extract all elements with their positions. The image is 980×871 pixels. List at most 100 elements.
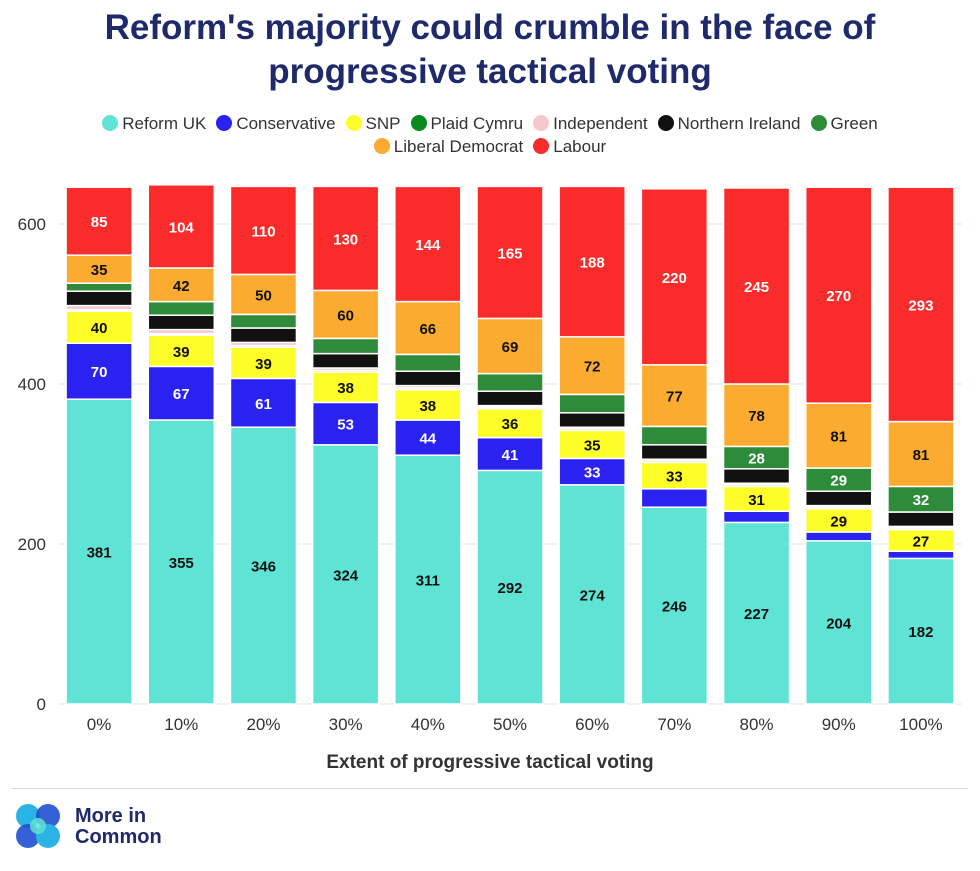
bar-segment-reform-uk-80 (722, 521, 791, 705)
data-label-reform-uk-30: 324 (333, 567, 359, 584)
legend-swatch-snp (345, 115, 362, 131)
data-label-reform-uk-0: 381 (87, 545, 112, 562)
bar-segment-conservative-100 (887, 550, 955, 560)
bar-segment-liberal-democrat-20 (229, 273, 298, 316)
data-label-reform-uk-60: 274 (580, 587, 606, 604)
data-label-liberal-democrat-40: 66 (419, 321, 436, 338)
legend-label-green: Green (830, 114, 878, 133)
legend-label-northern-ireland: Northern Ireland (677, 114, 801, 133)
x-tick-label-40: 40% (411, 715, 445, 734)
logo-wordmark: More in Common (75, 806, 162, 848)
legend-label-liberal-democrat: Liberal Democrat (393, 137, 524, 156)
legend-swatch-northern-ireland (657, 115, 674, 131)
data-label-snp-0: 40 (91, 320, 108, 337)
bar-segment-northern-ireland-30 (311, 352, 380, 369)
bar-segment-northern-ireland-90 (804, 490, 873, 507)
footer-divider (12, 788, 968, 789)
data-label-conservative-60: 33 (584, 465, 601, 482)
bar-segment-conservative-10 (147, 365, 216, 421)
data-label-labour-10: 104 (169, 219, 195, 236)
data-label-reform-uk-70: 246 (662, 599, 687, 616)
bar-segment-labour-80 (722, 187, 791, 385)
data-label-conservative-10: 67 (173, 386, 190, 403)
x-axis-title: Extent of progressive tactical voting (326, 752, 653, 773)
legend-item-conservative: Conservative (216, 112, 336, 135)
y-tick-label-200: 200 (18, 535, 46, 554)
x-tick-label-20: 20% (246, 715, 280, 734)
data-label-liberal-democrat-60: 72 (584, 359, 601, 376)
data-label-labour-90: 270 (826, 288, 851, 305)
chart-title: Reform's majority could crumble in the f… (0, 6, 980, 94)
chart-legend: Reform UK Conservative SNP Plaid Cymru Indep… (40, 112, 940, 158)
data-label-labour-50: 165 (497, 245, 522, 262)
data-label-liberal-democrat-20: 50 (255, 287, 272, 304)
x-tick-label-100: 100% (899, 715, 942, 734)
data-label-labour-40: 144 (415, 237, 441, 254)
bar-segment-reform-uk-100 (887, 557, 955, 705)
bar-segment-reform-uk-10 (147, 419, 216, 705)
bar-segment-reform-uk-70 (640, 506, 709, 705)
bar-segment-green-0 (65, 282, 133, 292)
bar-segment-reform-uk-50 (476, 469, 544, 705)
bar-segment-reform-uk-30 (311, 444, 380, 705)
data-label-snp-10: 39 (173, 344, 190, 361)
legend-item-green: Green (810, 112, 878, 135)
x-tick-label-70: 70% (657, 715, 691, 734)
bar-segment-green-60 (558, 393, 626, 414)
data-label-reform-uk-100: 182 (908, 624, 933, 641)
x-tick-label-0: 0% (87, 715, 112, 734)
legend-swatch-reform-uk (102, 115, 119, 131)
chart-title-line-1: Reform's majority could crumble in the f… (104, 8, 876, 47)
data-label-conservative-20: 61 (255, 396, 272, 413)
data-label-snp-60: 35 (584, 437, 601, 454)
bar-segment-northern-ireland-50 (476, 390, 544, 407)
bar-segment-labour-0 (65, 186, 133, 256)
stacked-bar-chart: 0 200 400 600 381 70 40 35 85 0% 355 67 39 42 104 10% 34… (18, 184, 962, 773)
bar-segment-conservative-90 (804, 531, 873, 542)
bar-segment-snp-10 (147, 334, 216, 368)
bar-segment-conservative-0 (65, 342, 133, 400)
bar-segment-labour-30 (311, 185, 380, 292)
bar-segment-conservative-30 (311, 401, 380, 446)
data-label-liberal-democrat-0: 35 (91, 262, 108, 279)
legend-item-snp: SNP (345, 112, 401, 135)
bar-segment-liberal-democrat-10 (147, 267, 216, 303)
bar-segment-labour-60 (558, 185, 626, 338)
legend-label-independent: Independent (553, 114, 648, 133)
data-label-green-100: 32 (913, 492, 930, 509)
data-label-labour-30: 130 (333, 231, 358, 248)
data-label-snp-100: 27 (913, 533, 930, 550)
bar-segment-snp-20 (229, 346, 298, 380)
data-label-liberal-democrat-70: 77 (666, 389, 683, 406)
data-label-reform-uk-20: 346 (251, 559, 276, 576)
bar-segment-reform-uk-20 (229, 426, 298, 705)
legend-label-plaid-cymru: Plaid Cymru (430, 114, 524, 133)
data-label-conservative-40: 44 (419, 431, 436, 448)
bar-segment-conservative-60 (558, 457, 626, 486)
data-label-reform-uk-40: 311 (416, 573, 440, 590)
legend-label-reform-uk: Reform UK (122, 114, 207, 133)
bar-segment-conservative-70 (640, 488, 709, 508)
bar-segment-northern-ireland-60 (558, 412, 626, 428)
data-label-snp-70: 33 (666, 469, 683, 486)
legend-label-snp: SNP (365, 114, 401, 133)
x-tick-label-50: 50% (493, 715, 527, 734)
bar-segment-green-50 (476, 372, 544, 392)
bar-segment-conservative-20 (229, 377, 298, 428)
bar-segment-northern-ireland-20 (229, 327, 298, 344)
bar-segment-liberal-democrat-80 (722, 383, 791, 448)
x-tick-label-10: 10% (164, 715, 198, 734)
data-label-conservative-0: 70 (91, 364, 108, 381)
data-label-conservative-50: 41 (502, 447, 519, 464)
data-label-reform-uk-90: 204 (826, 615, 852, 632)
x-tick-label-90: 90% (822, 715, 856, 734)
bar-segment-conservative-50 (476, 436, 544, 472)
x-tick-label-80: 80% (740, 715, 774, 734)
bar-segment-liberal-democrat-40 (394, 300, 462, 356)
chart-title-line-2: progressive tactical voting (268, 52, 712, 91)
bar-segment-snp-50 (476, 408, 544, 439)
more-in-common-logo-icon (16, 804, 60, 848)
legend-item-labour: Labour (533, 135, 606, 158)
data-label-labour-20: 110 (251, 223, 275, 240)
data-label-liberal-democrat-80: 78 (748, 408, 765, 425)
